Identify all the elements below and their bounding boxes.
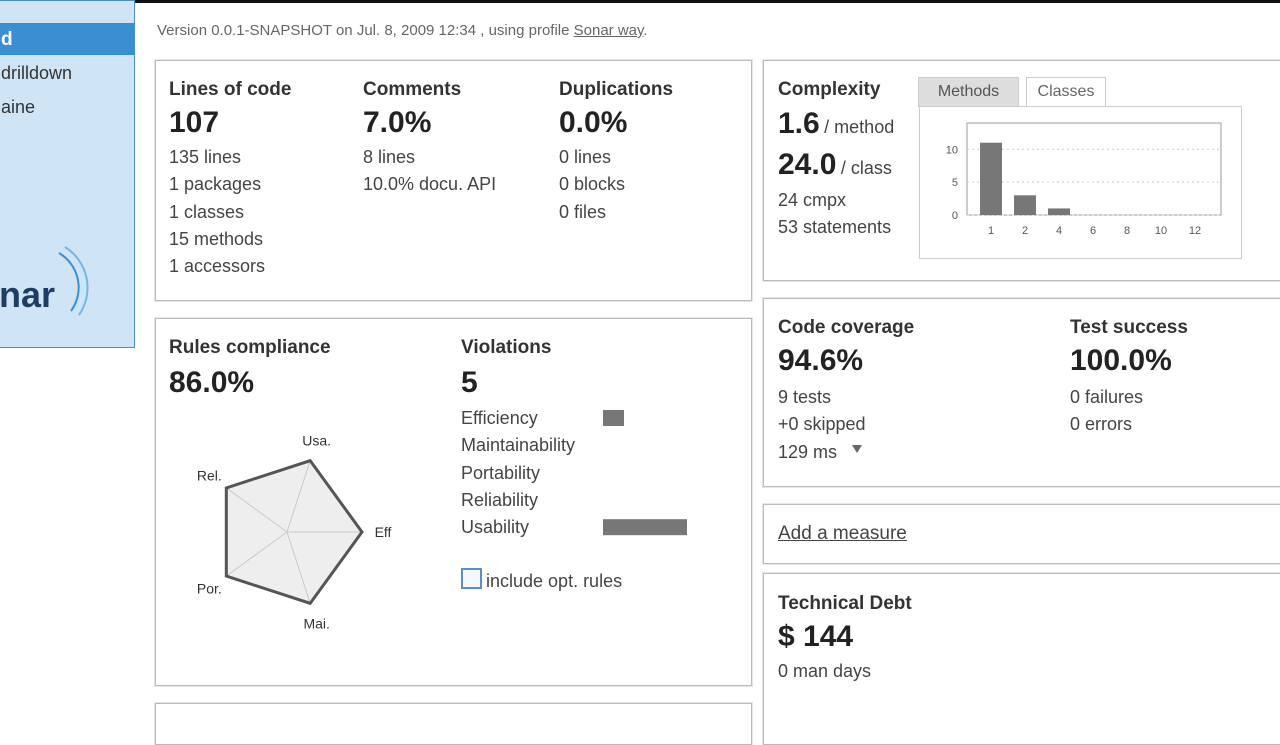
version-line: Version 0.0.1-SNAPSHOT on Jul. 8, 2009 1… bbox=[157, 23, 648, 38]
detail: 1 classes bbox=[169, 201, 245, 222]
debt-widget bbox=[763, 573, 1280, 745]
widget-title: Test success bbox=[1070, 317, 1188, 338]
radar-axis-label: Eff bbox=[375, 524, 392, 540]
widget-title: Complexity bbox=[778, 79, 881, 100]
violation-category: Maintainability bbox=[461, 435, 576, 456]
unit: / method bbox=[824, 117, 895, 137]
radar-axis-label: Rel. bbox=[197, 468, 222, 484]
widget-value: 24.0 bbox=[778, 148, 837, 181]
method-complexity: 1.6 / method bbox=[778, 109, 894, 139]
logo: nar bbox=[0, 274, 56, 315]
widget-value: 94.6% bbox=[778, 344, 864, 377]
sidebar: d drilldown aine nar bbox=[0, 0, 135, 348]
detail: 135 lines bbox=[169, 147, 242, 167]
x-tick-label: 12 bbox=[1189, 225, 1201, 237]
widget-value: 1.6 bbox=[778, 107, 820, 140]
coverage-widget bbox=[763, 298, 1280, 487]
y-tick-label: 5 bbox=[952, 177, 958, 189]
add-measure-link[interactable]: Add a measure bbox=[778, 523, 907, 544]
violation-category: Reliability bbox=[461, 489, 539, 510]
checkbox[interactable] bbox=[461, 568, 482, 589]
radar-axis-label: Por. bbox=[197, 580, 222, 596]
plot-area bbox=[966, 122, 1222, 216]
version-end: . bbox=[643, 22, 648, 39]
detail: 129 ms bbox=[778, 442, 838, 462]
x-tick-label: 10 bbox=[1155, 225, 1167, 237]
widget-value: 7.0% bbox=[363, 106, 432, 139]
detail: 15 methods bbox=[169, 228, 264, 249]
detail: 10.0% docu. API bbox=[363, 174, 497, 195]
widget-value: $ 144 bbox=[778, 620, 854, 653]
nav-item[interactable]: aine bbox=[1, 97, 36, 117]
radar-axis-label: Usa. bbox=[302, 433, 331, 449]
widget-title: Violations bbox=[461, 337, 552, 358]
detail: 8 lines bbox=[363, 147, 416, 167]
widget-title: Duplications bbox=[559, 79, 674, 100]
selected-item[interactable] bbox=[0, 23, 134, 55]
detail: 1 accessors bbox=[169, 256, 266, 277]
x-tick-label: 2 bbox=[1022, 225, 1028, 237]
size-widget bbox=[155, 60, 752, 301]
detail: 0 files bbox=[559, 201, 607, 222]
unit: / class bbox=[840, 158, 892, 178]
bar bbox=[1048, 208, 1070, 215]
tab[interactable]: Classes bbox=[1026, 77, 1106, 107]
violation-category: Efficiency bbox=[461, 408, 538, 428]
widget-title: Code coverage bbox=[778, 317, 915, 338]
detail: 0 blocks bbox=[559, 174, 626, 195]
y-tick-label: 10 bbox=[946, 144, 958, 156]
bar bbox=[980, 142, 1002, 215]
radar-spoke bbox=[226, 487, 288, 533]
widget-title: Technical Debt bbox=[778, 593, 912, 614]
violation-bar bbox=[603, 410, 624, 426]
radar-spoke bbox=[226, 531, 288, 577]
detail: 0 lines bbox=[559, 147, 612, 167]
radar-spoke bbox=[286, 531, 311, 604]
nav-item[interactable]: drilldown bbox=[1, 63, 73, 83]
widget-value: 86.0% bbox=[169, 366, 255, 399]
detail: 9 tests bbox=[778, 387, 832, 407]
detail: 1 packages bbox=[169, 174, 262, 195]
add-measure-widget bbox=[763, 504, 1280, 564]
detail: +0 skipped bbox=[778, 414, 866, 434]
rules-widget bbox=[155, 318, 752, 686]
y-tick-label: 0 bbox=[952, 210, 958, 222]
chart-frame bbox=[919, 106, 1242, 259]
violation-bar bbox=[603, 519, 687, 536]
detail: 53 statements bbox=[778, 217, 892, 237]
x-tick-label: 1 bbox=[988, 225, 994, 237]
detail: 0 failures bbox=[1070, 387, 1144, 407]
detail: 0 man days bbox=[778, 661, 872, 681]
top-bar bbox=[0, 0, 1280, 3]
widget-value: 107 bbox=[169, 106, 220, 139]
widget-title: Comments bbox=[363, 79, 462, 100]
widget-value: 100.0% bbox=[1070, 344, 1172, 377]
logo-arcs bbox=[58, 246, 89, 316]
checkbox-label[interactable]: include opt. rules bbox=[486, 571, 623, 591]
widget-title: Rules compliance bbox=[169, 337, 331, 358]
violation-category: Usability bbox=[461, 517, 530, 538]
widget-value: 0.0% bbox=[559, 106, 628, 139]
x-tick-label: 6 bbox=[1090, 225, 1096, 237]
dropdown-arrow[interactable] bbox=[851, 443, 863, 455]
radar-axis-label: Mai. bbox=[303, 615, 329, 631]
profile-link[interactable]: Sonar way bbox=[573, 22, 644, 39]
x-tick-label: 4 bbox=[1056, 225, 1062, 237]
detail: 0 errors bbox=[1070, 414, 1133, 434]
tab[interactable]: Methods bbox=[918, 77, 1019, 107]
class-complexity: 24.0 / class bbox=[778, 150, 892, 180]
bar bbox=[1014, 195, 1036, 215]
nav-item[interactable]: d bbox=[1, 29, 13, 50]
widget-value: 5 bbox=[461, 366, 478, 399]
widget-title: Lines of code bbox=[169, 79, 292, 100]
violation-category: Portability bbox=[461, 462, 541, 483]
detail: 24 cmpx bbox=[778, 190, 847, 210]
radar-spoke bbox=[286, 460, 311, 533]
x-tick-label: 8 bbox=[1124, 225, 1130, 237]
version-text: Version 0.0.1-SNAPSHOT on Jul. 8, 2009 1… bbox=[157, 22, 570, 39]
radar-area bbox=[224, 458, 364, 606]
